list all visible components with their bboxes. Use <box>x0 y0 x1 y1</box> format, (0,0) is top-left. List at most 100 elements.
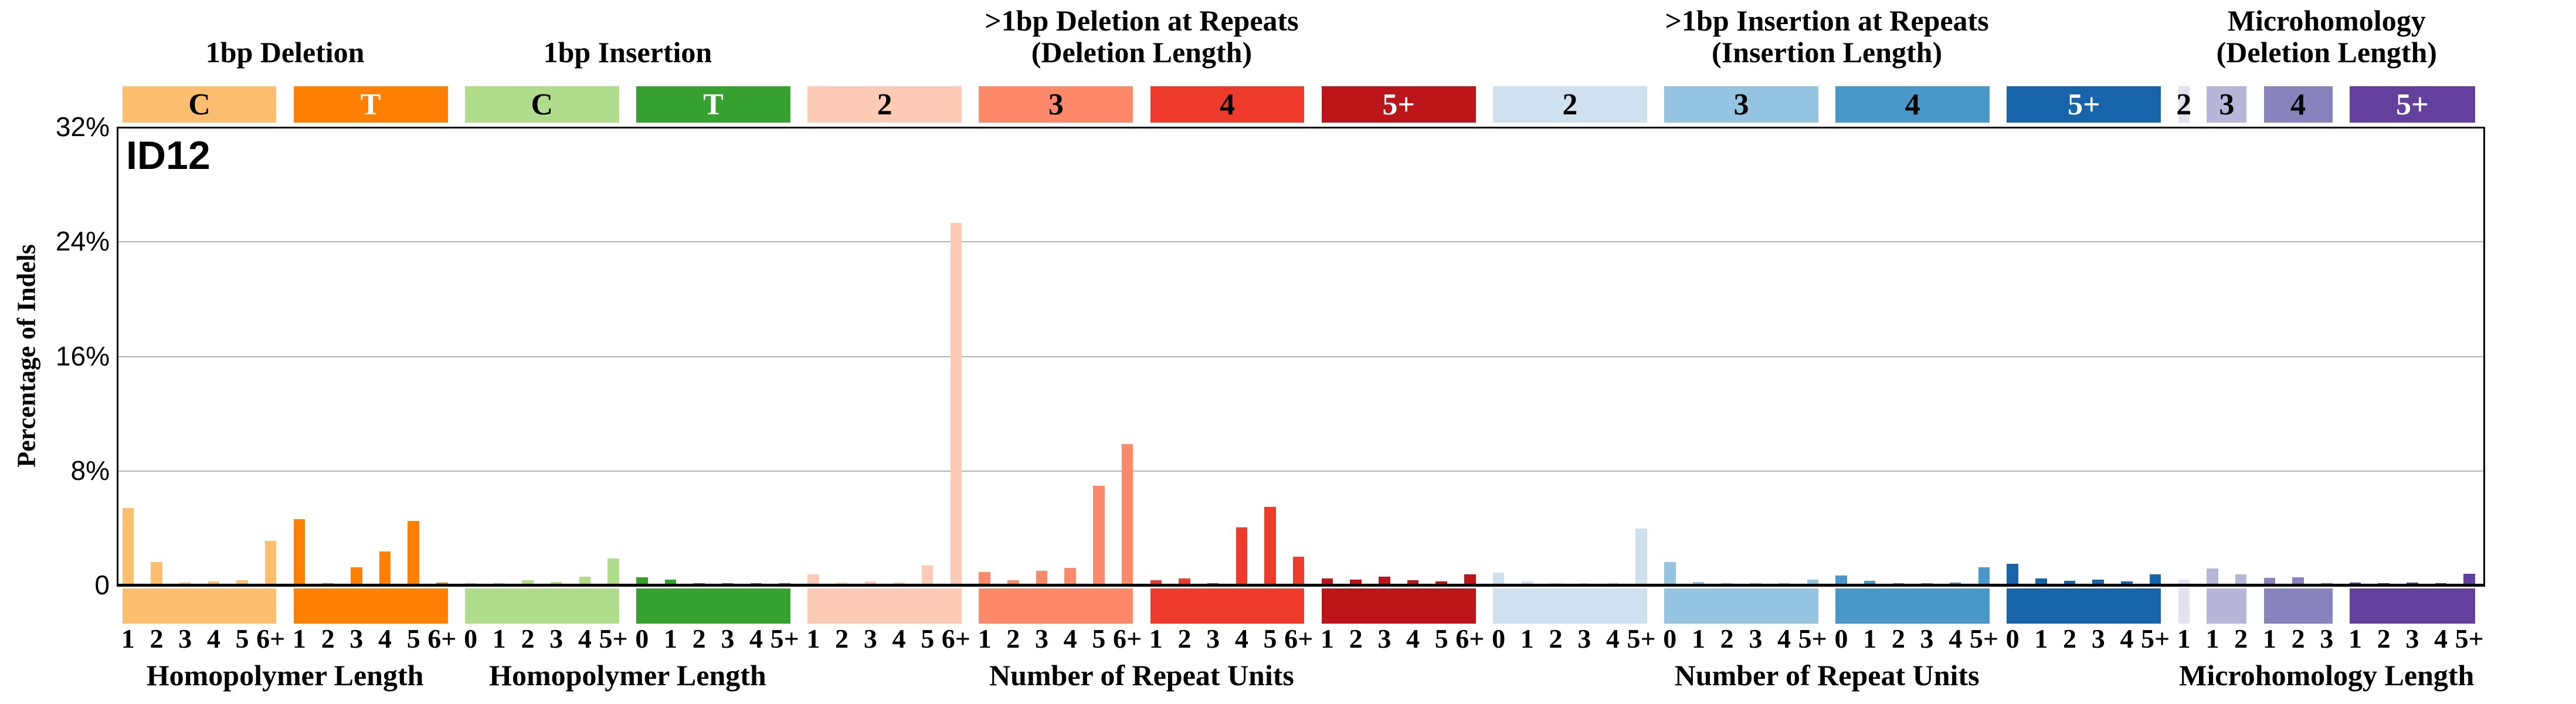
bar--1bp-insertion-at-repeats-3-5+ <box>1807 579 1818 584</box>
bar-category-label: 2 <box>2234 624 2248 654</box>
bar--1bp-insertion-at-repeats-4-1 <box>1864 580 1876 584</box>
bar--1bp-insertion-at-repeats-2-5+ <box>1635 529 1647 584</box>
x-axis-title: Homopolymer Length <box>489 659 766 692</box>
bar--1bp-deletion-at-repeats-5+-5 <box>1435 581 1447 584</box>
bar-1bp-insertion-C-4 <box>579 576 591 584</box>
bar-microhomology-4-3 <box>2321 583 2333 584</box>
bar-category-label: 1 <box>292 624 306 654</box>
bar-microhomology-5+-3 <box>2407 583 2418 584</box>
group-underline-5+ <box>2349 588 2475 624</box>
bar-category-label: 4 <box>1606 624 1620 654</box>
bar-category-label: 5+ <box>2455 624 2484 654</box>
group-underline-3 <box>1664 588 1818 624</box>
bar-category-label: 5+ <box>1627 624 1656 654</box>
group-header-2: 2 <box>1492 86 1647 123</box>
bar--1bp-insertion-at-repeats-5+-2 <box>2063 580 2076 584</box>
bar-category-label: 4 <box>1777 624 1791 654</box>
bar--1bp-insertion-at-repeats-2-4 <box>1607 582 1619 584</box>
figure-title: ID12 <box>126 133 211 178</box>
bar--1bp-insertion-at-repeats-4-5+ <box>1978 567 1990 584</box>
bar--1bp-insertion-at-repeats-2-0 <box>1492 572 1505 584</box>
group-header-4: 4 <box>1150 86 1305 123</box>
group-underline-5+ <box>1321 588 1476 624</box>
bar--1bp-deletion-at-repeats-2-6+ <box>950 222 962 584</box>
bar-category-label: 6+ <box>1284 624 1314 654</box>
bar-category-label: 4 <box>1234 624 1248 654</box>
gridline-8% <box>118 470 2483 472</box>
bar--1bp-deletion-at-repeats-5+-1 <box>1321 578 1333 584</box>
bar-category-label: 3 <box>721 624 735 654</box>
bar-category-label: 5+ <box>1798 624 1827 654</box>
bar--1bp-insertion-at-repeats-3-1 <box>1692 582 1705 584</box>
bar-microhomology-5+-5+ <box>2463 573 2475 584</box>
section-title: 1bp Insertion <box>543 36 712 69</box>
bar-category-label: 2 <box>835 624 849 654</box>
bar--1bp-insertion-at-repeats-4-3 <box>1921 583 1933 584</box>
section-title: (Deletion Length) <box>1031 36 1253 69</box>
y-tick-0: 0 <box>94 570 110 600</box>
bar-category-label: 1 <box>2205 624 2219 654</box>
bar--1bp-insertion-at-repeats-4-4 <box>1949 583 1961 584</box>
bar--1bp-deletion-at-repeats-3-2 <box>1007 580 1019 584</box>
bar--1bp-insertion-at-repeats-3-2 <box>1721 583 1733 584</box>
bar--1bp-deletion-at-repeats-4-3 <box>1207 583 1219 584</box>
group-underline-3 <box>2207 588 2247 624</box>
group-header-5+: 5+ <box>2349 86 2475 123</box>
bar-microhomology-5+-4 <box>2435 583 2447 584</box>
group-underline-4 <box>1150 588 1305 624</box>
bar-1bp-deletion-C-1 <box>122 507 134 584</box>
bar-category-label: 3 <box>1577 624 1591 654</box>
bar-category-label: 0 <box>635 624 649 654</box>
group-header-C: C <box>122 86 277 123</box>
bar-category-label: 4 <box>1949 624 1963 654</box>
group-underline-C <box>464 588 619 624</box>
group-underline-3 <box>979 588 1133 624</box>
bar-1bp-insertion-T-3 <box>722 583 734 584</box>
bar-category-label: 1 <box>1520 624 1534 654</box>
bar-category-label: 4 <box>378 624 392 654</box>
section-title: >1bp Insertion at Repeats <box>1665 4 1989 37</box>
bar--1bp-insertion-at-repeats-2-1 <box>1521 581 1533 584</box>
bar-category-label: 3 <box>2320 624 2334 654</box>
y-tick-8%: 8% <box>70 455 110 486</box>
bar-1bp-insertion-T-5+ <box>779 583 790 584</box>
bar-category-label: 3 <box>2405 624 2419 654</box>
bar-category-label: 2 <box>1891 624 1905 654</box>
bar--1bp-deletion-at-repeats-4-1 <box>1150 580 1162 584</box>
group-underline-T <box>636 588 790 624</box>
bar-category-label: 1 <box>121 624 135 654</box>
bar--1bp-deletion-at-repeats-3-4 <box>1064 568 1076 584</box>
bar-category-label: 1 <box>1863 624 1877 654</box>
bar-category-label: 6+ <box>427 624 457 654</box>
bar-category-label: 1 <box>2262 624 2276 654</box>
bar--1bp-deletion-at-repeats-5+-6+ <box>1464 574 1476 584</box>
bar-1bp-insertion-C-0 <box>464 583 477 584</box>
group-header-2: 2 <box>2176 86 2191 123</box>
group-header-T: T <box>293 86 448 123</box>
bar-microhomology-4-1 <box>2263 578 2276 584</box>
bar-1bp-deletion-T-1 <box>293 519 306 584</box>
bar-1bp-insertion-T-2 <box>693 583 705 584</box>
bar-category-label: 6+ <box>256 624 286 654</box>
bar-category-label: 3 <box>349 624 364 654</box>
bar--1bp-insertion-at-repeats-3-3 <box>1750 583 1762 584</box>
bar-category-label: 4 <box>892 624 906 654</box>
bar-1bp-insertion-T-1 <box>664 579 677 584</box>
y-axis-title: Percentage of Indels <box>12 243 41 468</box>
bar--1bp-insertion-at-repeats-5+-3 <box>2092 579 2104 584</box>
bar--1bp-deletion-at-repeats-4-5 <box>1264 507 1276 584</box>
bar-category-label: 4 <box>1063 624 1077 654</box>
bar--1bp-insertion-at-repeats-5+-0 <box>2007 563 2018 584</box>
bar-category-label: 2 <box>521 624 535 654</box>
bar-category-label: 1 <box>806 624 820 654</box>
bar--1bp-deletion-at-repeats-3-5 <box>1093 485 1105 584</box>
bar-category-label: 2 <box>1549 624 1563 654</box>
bar-category-label: 2 <box>692 624 706 654</box>
x-axis-title: Number of Repeat Units <box>989 659 1294 692</box>
bar-category-label: 3 <box>863 624 877 654</box>
bar-1bp-deletion-T-5 <box>408 520 419 584</box>
bar--1bp-insertion-at-repeats-3-4 <box>1778 583 1790 584</box>
bar-category-label: 0 <box>2005 624 2020 654</box>
bar-category-label: 4 <box>749 624 763 654</box>
bar-category-label: 1 <box>1320 624 1334 654</box>
